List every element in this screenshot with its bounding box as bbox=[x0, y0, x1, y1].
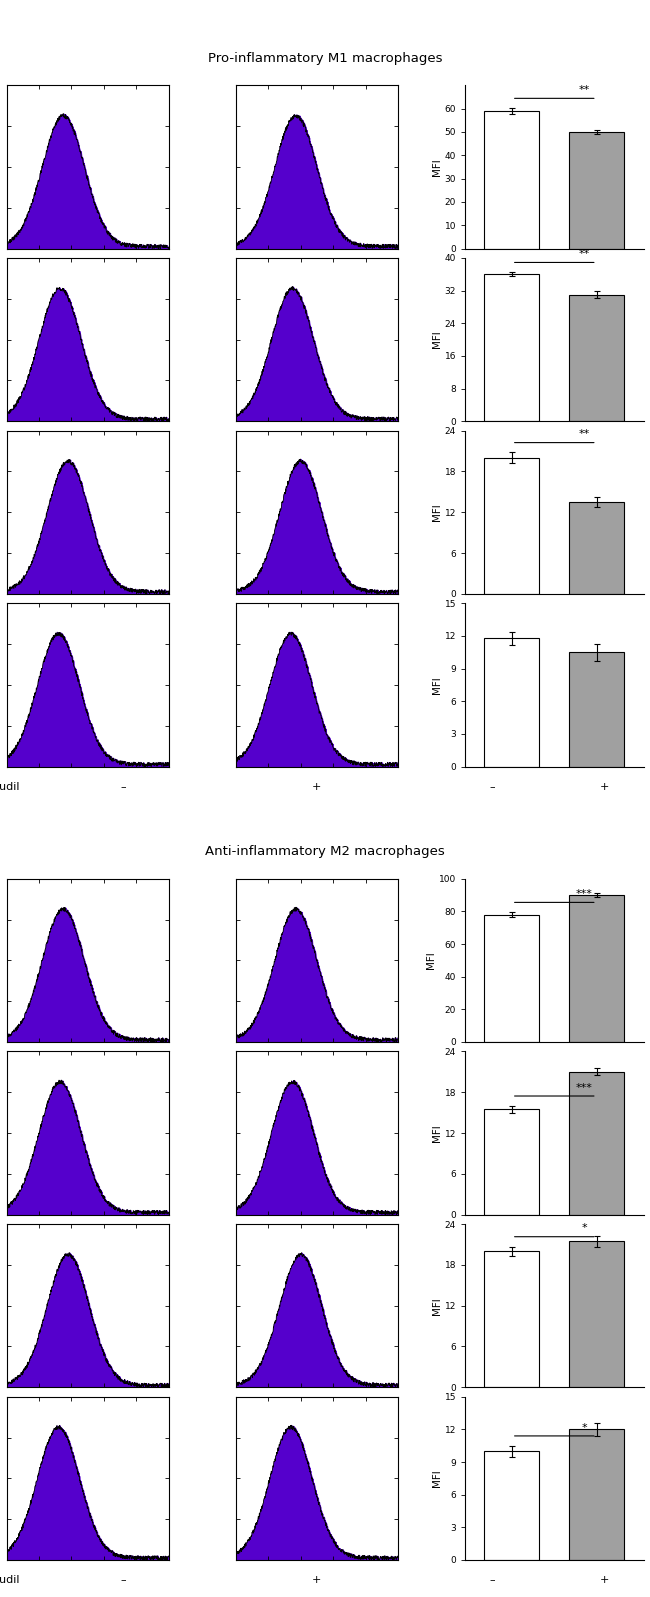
Text: Fasudil: Fasudil bbox=[0, 1575, 21, 1586]
Bar bbox=[484, 1252, 540, 1388]
Text: ***: *** bbox=[576, 1083, 592, 1092]
Text: –: – bbox=[489, 783, 495, 792]
Y-axis label: MFI: MFI bbox=[432, 158, 442, 176]
Bar bbox=[569, 133, 625, 249]
Bar bbox=[484, 275, 540, 422]
Text: +: + bbox=[599, 1575, 609, 1586]
Text: Anti-inflammatory M2 macrophages: Anti-inflammatory M2 macrophages bbox=[205, 845, 445, 859]
Text: *: * bbox=[581, 1223, 587, 1233]
Y-axis label: MFI: MFI bbox=[432, 1297, 442, 1314]
Bar bbox=[484, 110, 540, 249]
Y-axis label: MFI: MFI bbox=[432, 676, 442, 693]
Text: –: – bbox=[489, 1575, 495, 1586]
Text: *: * bbox=[581, 1423, 587, 1433]
Text: –: – bbox=[120, 783, 126, 792]
Text: ***: *** bbox=[576, 890, 592, 899]
Y-axis label: MFI: MFI bbox=[432, 503, 442, 521]
Text: +: + bbox=[312, 1575, 322, 1586]
Text: **: ** bbox=[578, 430, 590, 439]
Text: –: – bbox=[120, 1575, 126, 1586]
Text: Fasudil: Fasudil bbox=[0, 783, 21, 792]
Bar bbox=[484, 915, 540, 1041]
Bar bbox=[569, 1072, 625, 1215]
Text: **: ** bbox=[578, 85, 590, 96]
Y-axis label: MFI: MFI bbox=[426, 952, 436, 969]
Bar bbox=[484, 1110, 540, 1215]
Y-axis label: MFI: MFI bbox=[432, 1469, 442, 1487]
Bar bbox=[569, 295, 625, 422]
Bar bbox=[569, 1241, 625, 1388]
Bar bbox=[484, 458, 540, 594]
Text: +: + bbox=[312, 783, 322, 792]
Bar bbox=[484, 639, 540, 767]
Text: +: + bbox=[599, 783, 609, 792]
Bar bbox=[569, 894, 625, 1041]
Y-axis label: MFI: MFI bbox=[432, 331, 442, 348]
Text: **: ** bbox=[578, 249, 590, 259]
Text: Pro-inflammatory M1 macrophages: Pro-inflammatory M1 macrophages bbox=[208, 53, 442, 65]
Bar bbox=[569, 652, 625, 767]
Bar bbox=[484, 1452, 540, 1560]
Bar bbox=[569, 501, 625, 594]
Bar bbox=[569, 1429, 625, 1560]
Y-axis label: MFI: MFI bbox=[432, 1124, 442, 1142]
